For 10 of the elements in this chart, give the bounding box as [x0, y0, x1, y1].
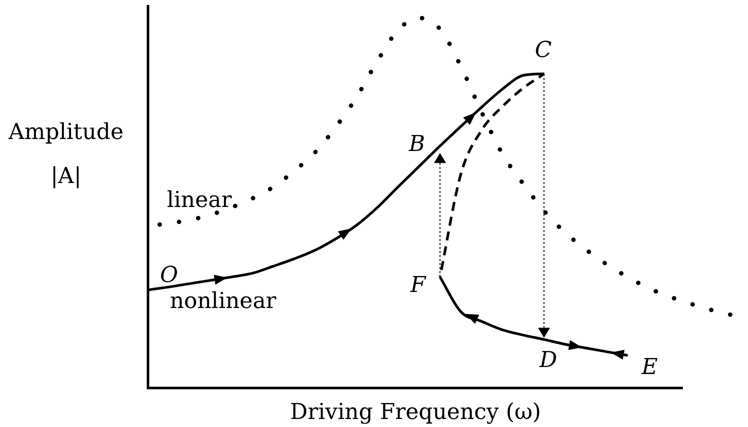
annotation: E [642, 355, 658, 380]
annotation: B [408, 132, 426, 157]
annotation: F [410, 272, 426, 298]
annotation: D [539, 348, 558, 373]
legend-label: nonlinear [170, 288, 276, 314]
x-axis-title: Driving Frequency (ω) [290, 400, 541, 425]
series-label: linear [166, 188, 232, 213]
annotation: C [534, 38, 552, 63]
y-axis-title: Amplitude |A| [7, 119, 125, 191]
annotation: O [160, 262, 178, 288]
